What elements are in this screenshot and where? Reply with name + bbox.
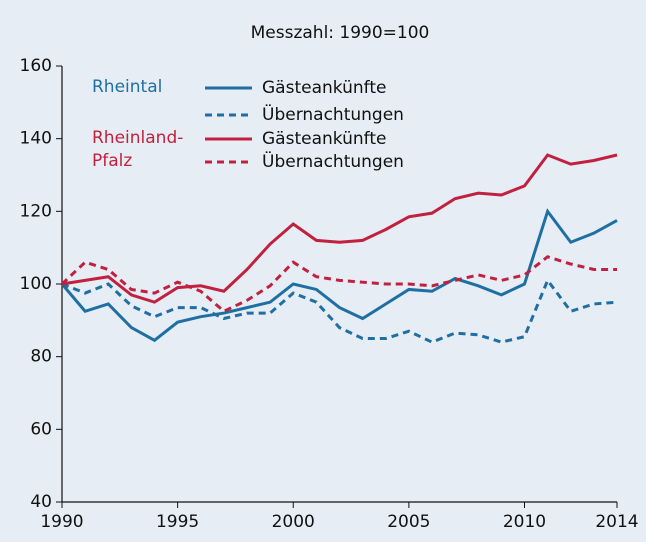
legend-label: Übernachtungen — [262, 150, 404, 172]
y-tick-label: 40 — [30, 492, 52, 512]
x-tick-label: 1995 — [156, 512, 199, 532]
legend-group: Rheinland-Pfalz — [92, 128, 184, 171]
legend-label: Übernachtungen — [262, 103, 404, 125]
y-tick-label: 120 — [20, 201, 52, 221]
legend-label: Gästeankünfte — [262, 129, 386, 149]
line — [61, 153, 618, 304]
legend-group: Rheintal — [92, 77, 163, 97]
chart-title: Messzahl: 1990=100 — [251, 23, 430, 43]
x-tick-label: 1990 — [40, 512, 83, 532]
y-tick-label: 160 — [20, 56, 52, 76]
x-tick-label: 2000 — [272, 512, 315, 532]
y-tick-label: 100 — [20, 274, 52, 294]
line — [60, 208, 618, 343]
line — [60, 255, 617, 314]
x-tick-label: 2005 — [387, 512, 430, 532]
line — [61, 277, 618, 344]
y-tick-label: 60 — [30, 419, 52, 439]
legend-label: Gästeankünfte — [262, 78, 386, 98]
y-tick-label: 140 — [20, 129, 52, 149]
y-tick-label: 80 — [30, 347, 52, 367]
x-tick-label: 2010 — [503, 512, 546, 532]
x-tick-label: 2014 — [595, 512, 638, 532]
